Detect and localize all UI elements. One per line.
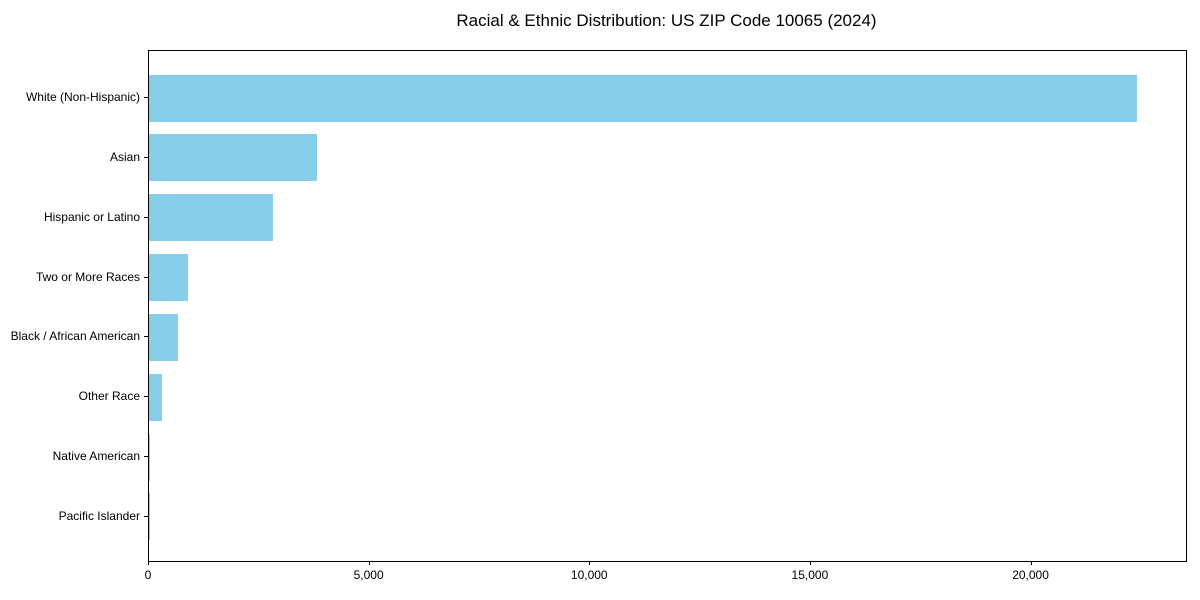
bar bbox=[149, 194, 273, 242]
x-tick-mark bbox=[589, 561, 591, 565]
chart-title: Racial & Ethnic Distribution: US ZIP Cod… bbox=[456, 11, 877, 30]
y-tick-label: Pacific Islander bbox=[58, 508, 140, 523]
y-tick-mark bbox=[144, 216, 148, 218]
y-tick-label: Black / African American bbox=[10, 329, 140, 344]
y-tick-mark bbox=[144, 156, 148, 158]
y-tick-label: Hispanic or Latino bbox=[43, 209, 140, 224]
y-tick-label: Two or More Races bbox=[35, 269, 140, 284]
x-tick-label: 5,000 bbox=[353, 568, 384, 582]
bar bbox=[149, 433, 150, 481]
y-tick-mark bbox=[144, 276, 148, 278]
y-tick-label: White (Non-Hispanic) bbox=[25, 90, 140, 104]
x-tick-label: 0 bbox=[144, 568, 152, 582]
y-tick-label: Other Race bbox=[78, 389, 140, 404]
y-tick-label: Asian bbox=[109, 149, 140, 164]
bar bbox=[149, 373, 162, 421]
bar bbox=[149, 254, 188, 302]
y-tick-mark bbox=[144, 336, 148, 338]
y-tick-mark bbox=[144, 396, 148, 398]
y-tick-mark bbox=[144, 456, 148, 458]
x-tick-mark bbox=[368, 561, 370, 565]
x-tick-mark bbox=[809, 561, 811, 565]
x-tick-label: 10,000 bbox=[570, 568, 608, 582]
x-tick-mark bbox=[1030, 561, 1032, 565]
bar bbox=[149, 74, 1138, 122]
y-tick-mark bbox=[144, 515, 148, 517]
x-tick-label: 20,000 bbox=[1012, 568, 1049, 582]
bar bbox=[149, 134, 317, 182]
y-tick-mark bbox=[144, 97, 148, 98]
x-tick-mark bbox=[148, 561, 149, 565]
y-tick-label: Native American bbox=[52, 449, 140, 464]
plot-area bbox=[148, 50, 1187, 562]
x-tick-label: 15,000 bbox=[791, 568, 829, 582]
bar bbox=[149, 313, 178, 361]
